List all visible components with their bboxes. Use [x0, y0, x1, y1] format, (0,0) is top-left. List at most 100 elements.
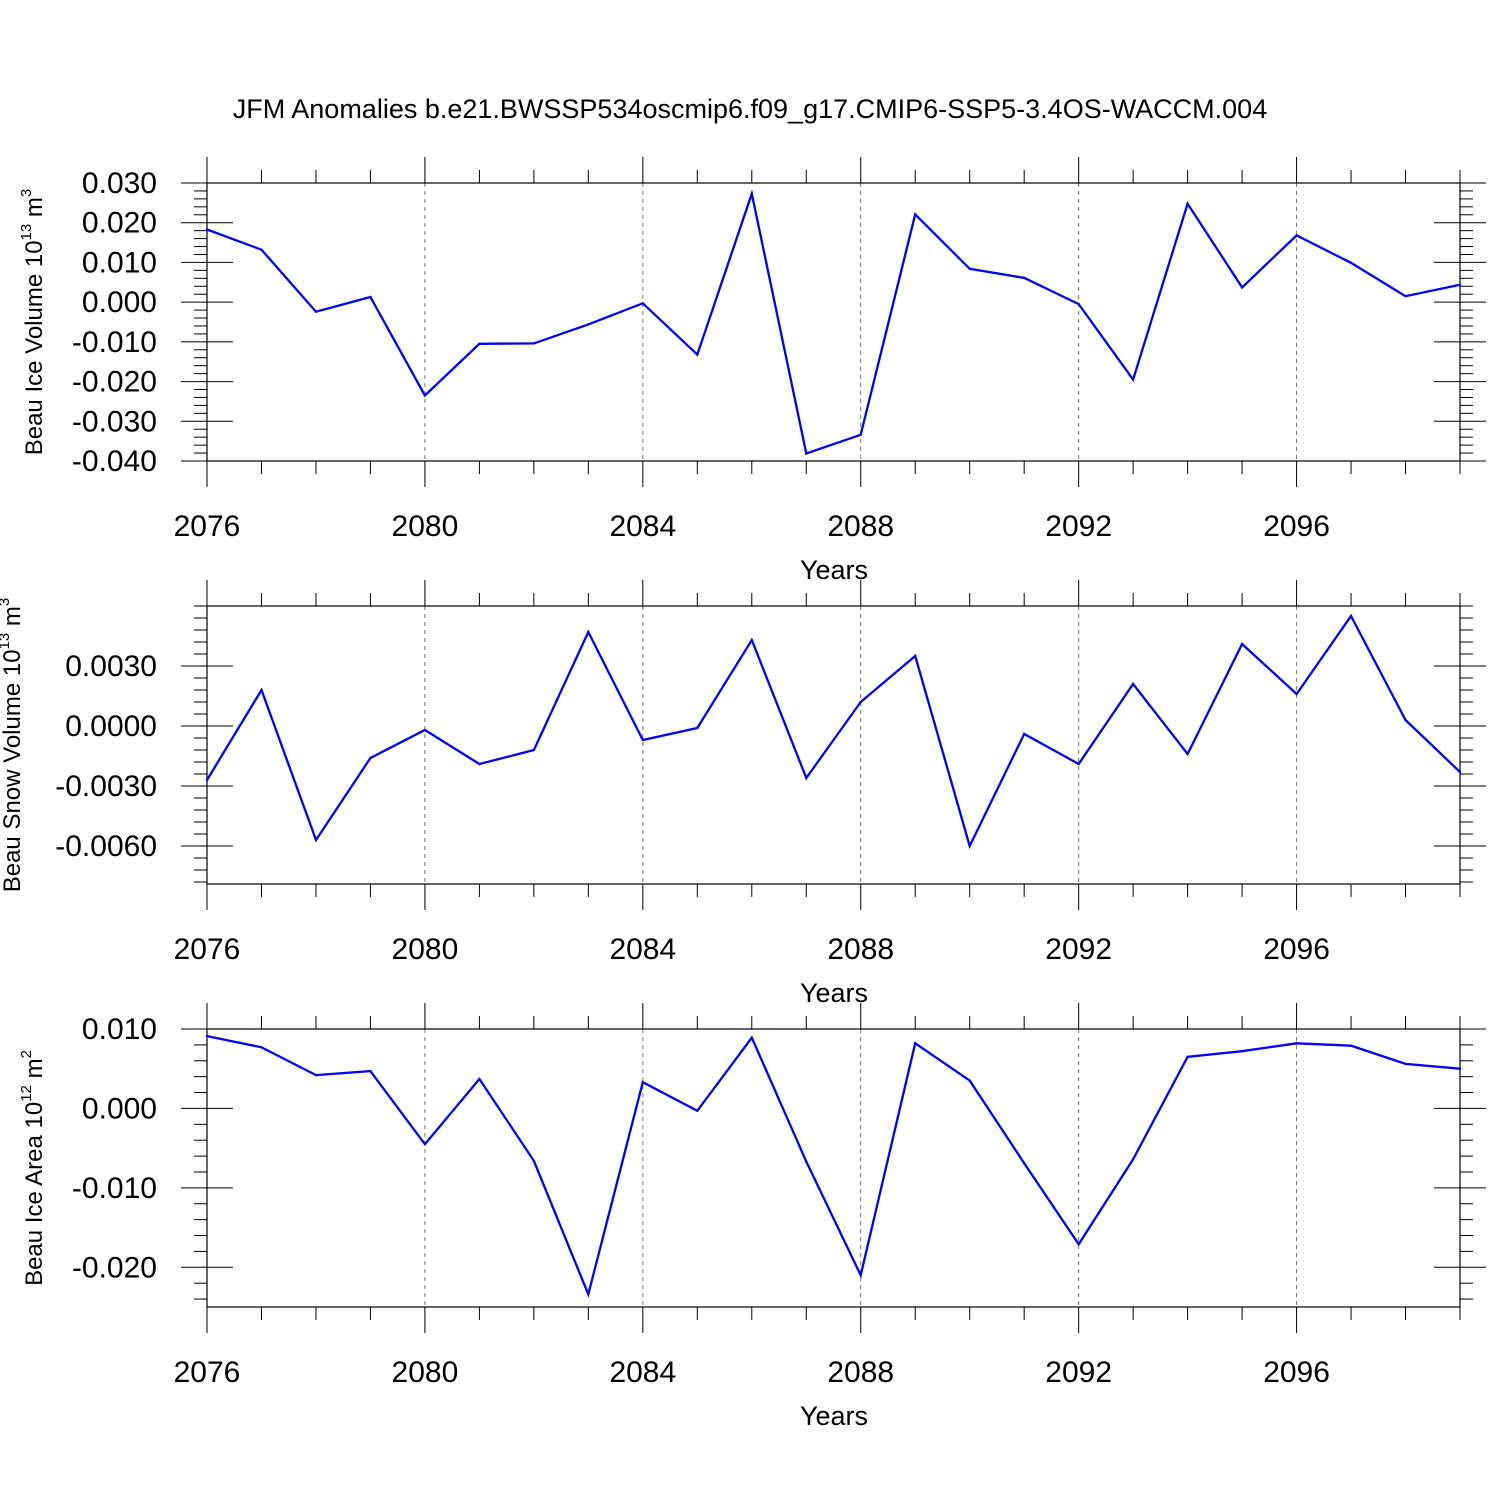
y-axis-label-superscript: 13 — [18, 224, 35, 241]
data-point — [1131, 1158, 1135, 1161]
x-tick-label: 2096 — [1263, 1356, 1330, 1389]
series-line — [206, 189, 1461, 456]
data-point — [1404, 718, 1407, 722]
y-axis-label: Beau Ice Area 1012 m2 — [18, 1050, 48, 1286]
data-point — [205, 1034, 209, 1038]
data-point — [859, 1274, 862, 1277]
data-point — [750, 1036, 753, 1039]
y-axis-label-text: Beau Snow Volume 10 — [0, 649, 26, 892]
data-point — [260, 688, 263, 692]
x-tick-label: 2076 — [174, 1356, 241, 1389]
plot-frame — [206, 182, 1461, 462]
y-tick-label: -0.040 — [72, 445, 157, 478]
data-point — [205, 778, 209, 782]
data-point — [478, 342, 481, 346]
y-axis-label-text: Beau Ice Area 10 — [21, 1102, 48, 1286]
data-point — [587, 1293, 590, 1296]
data-point — [805, 452, 808, 455]
plot-frame — [206, 605, 1461, 885]
chart-title: JFM Anomalies b.e21.BWSSP534oscmip6.f09_… — [233, 94, 1267, 124]
data-point — [587, 323, 590, 326]
y-tick-label: -0.0030 — [55, 770, 157, 803]
y-tick-label: 0.030 — [82, 167, 157, 200]
y-tick-label: -0.010 — [72, 326, 157, 359]
data-point — [1458, 1067, 1462, 1070]
data-point — [1022, 1162, 1026, 1165]
data-point — [423, 728, 427, 732]
x-tick-label: 2088 — [827, 1356, 894, 1389]
x-tick-label: 2084 — [609, 510, 676, 543]
y-tick-label: 0.000 — [82, 1092, 157, 1125]
data-point — [1240, 642, 1244, 646]
data-point — [260, 1046, 263, 1049]
data-point — [914, 654, 917, 658]
data-point — [1404, 294, 1407, 298]
x-axis-label: Years — [800, 555, 868, 585]
data-point — [1022, 732, 1026, 736]
x-tick-label: 2080 — [392, 510, 459, 543]
data-point — [859, 433, 862, 436]
y-tick-label: 0.0030 — [65, 650, 157, 683]
y-tick-label: -0.030 — [72, 405, 157, 438]
data-point — [914, 213, 917, 216]
data-point — [1458, 283, 1462, 286]
x-tick-label: 2092 — [1045, 933, 1112, 966]
y-tick-label: 0.000 — [82, 286, 157, 319]
data-point — [1186, 752, 1189, 756]
data-point — [369, 295, 372, 299]
series-line — [206, 613, 1461, 850]
y-axis-label: Beau Snow Volume 1013 m3 — [0, 598, 26, 893]
panel-3: -0.020 -0.010 0.000 0.010 2076 2080 2084 2088 20… — [18, 1003, 1486, 1431]
data-point — [1458, 770, 1462, 774]
data-point — [750, 638, 753, 642]
data-point — [314, 310, 318, 313]
data-point — [478, 762, 481, 766]
data-point — [369, 756, 372, 760]
y-axis-label-superscript: 2 — [18, 1050, 35, 1058]
x-tick-label: 2076 — [174, 510, 241, 543]
y-tick-label: -0.010 — [72, 1172, 157, 1205]
data-point — [532, 748, 536, 752]
data-point — [423, 394, 427, 397]
y-axis-label-superscript: 12 — [18, 1085, 35, 1102]
data-point — [1295, 692, 1298, 696]
data-point — [260, 248, 263, 251]
y-axis-label: Beau Ice Volume 1013 m3 — [18, 189, 48, 456]
x-tick-label: 2092 — [1045, 510, 1112, 543]
data-point — [859, 700, 862, 704]
x-tick-label: 2084 — [609, 1356, 676, 1389]
x-tick-label: 2080 — [392, 933, 459, 966]
data-point — [1186, 1055, 1189, 1059]
data-point — [1022, 276, 1026, 280]
data-point — [805, 1160, 808, 1163]
data-point — [696, 1109, 699, 1113]
data-point — [1131, 682, 1135, 686]
data-point — [1404, 1062, 1407, 1066]
data-point — [478, 1077, 481, 1081]
panel-1: -0.040 -0.030 -0.020 -0.010 0.000 0.010 0.020 0… — [18, 157, 1486, 585]
panel-2: -0.0060 -0.0030 0.0000 0.0030 2076 2080 2084 20… — [0, 580, 1486, 1008]
y-axis-label-text: Beau Ice Volume 10 — [21, 240, 48, 455]
data-point — [1349, 1044, 1353, 1047]
data-point — [423, 1142, 427, 1146]
y-axis-label-superscript: 13 — [0, 633, 13, 650]
data-point — [1295, 234, 1298, 237]
data-point — [1077, 762, 1080, 766]
x-tick-label: 2092 — [1045, 1356, 1112, 1389]
y-axis-label-unit: m — [21, 1058, 48, 1085]
data-point — [968, 844, 971, 848]
data-point — [696, 353, 699, 356]
x-tick-label: 2088 — [827, 510, 894, 543]
data-point — [1349, 261, 1353, 265]
data-point — [750, 192, 753, 195]
data-point — [968, 267, 971, 270]
data-point — [641, 738, 645, 742]
data-point — [532, 342, 536, 345]
data-point — [205, 228, 209, 231]
data-point — [641, 1081, 645, 1084]
y-tick-label: 0.020 — [82, 207, 157, 240]
y-axis-label-superscript: 3 — [18, 189, 35, 197]
data-point — [369, 1069, 372, 1073]
y-tick-label: -0.020 — [72, 366, 157, 399]
x-tick-label: 2080 — [392, 1356, 459, 1389]
